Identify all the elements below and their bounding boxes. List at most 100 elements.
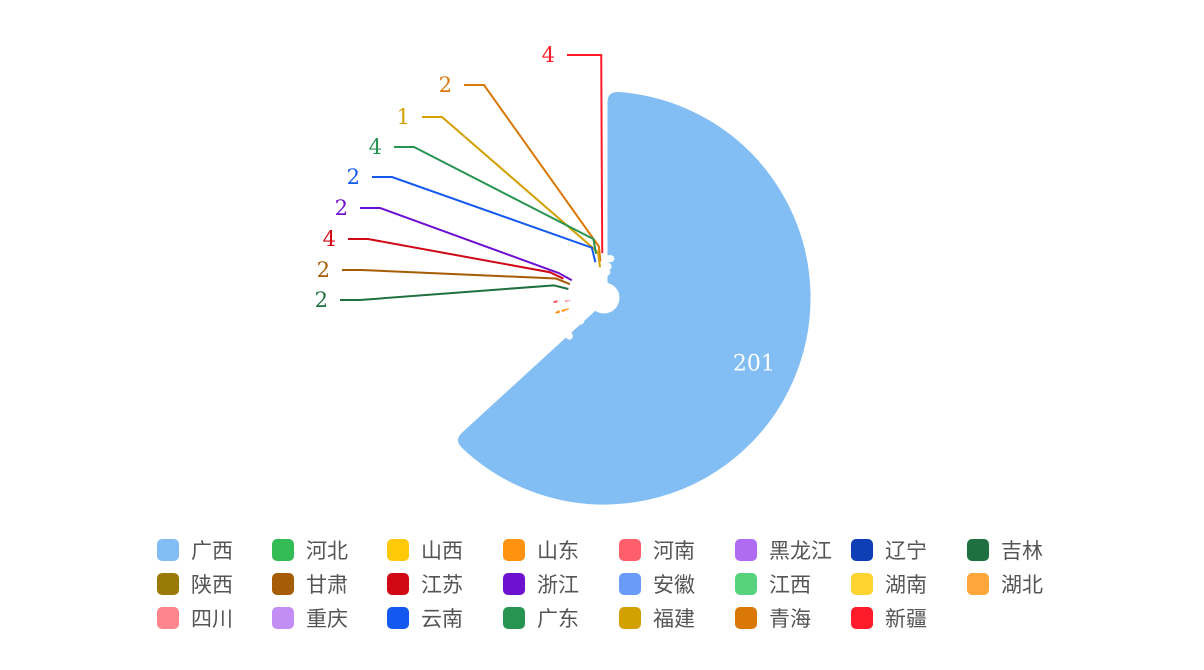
data-label-安徽: 6 bbox=[575, 272, 588, 296]
leader-line-江苏 bbox=[348, 238, 564, 280]
legend-swatch bbox=[619, 539, 641, 561]
legend-item-山东[interactable]: 山东 bbox=[503, 538, 579, 563]
legend-label: 辽宁 bbox=[885, 539, 927, 563]
legend-swatch bbox=[503, 573, 525, 595]
legend-item-安徽[interactable]: 安徽 bbox=[619, 572, 695, 597]
legend-item-陕西[interactable]: 陕西 bbox=[157, 572, 233, 597]
data-label-江西: 6 bbox=[577, 269, 590, 293]
legend-swatch bbox=[619, 573, 641, 595]
legend-swatch bbox=[272, 573, 294, 595]
data-label-甘肃: 2 bbox=[317, 258, 330, 282]
legend-swatch bbox=[735, 573, 757, 595]
data-label-浙江: 2 bbox=[335, 196, 348, 220]
legend-label: 青海 bbox=[769, 607, 811, 631]
legend-item-吉林[interactable]: 吉林 bbox=[967, 538, 1043, 563]
legend-item-湖南[interactable]: 湖南 bbox=[851, 572, 927, 597]
data-label-湖南: 8 bbox=[576, 263, 589, 287]
legend-swatch bbox=[967, 539, 989, 561]
legend-swatch bbox=[387, 573, 409, 595]
data-label-黑龙江: 5 bbox=[574, 284, 587, 308]
legend-label: 福建 bbox=[653, 607, 695, 631]
leader-line-新疆 bbox=[567, 54, 604, 254]
legend-swatch bbox=[272, 539, 294, 561]
slices bbox=[450, 85, 818, 512]
legend-label: 甘肃 bbox=[306, 573, 348, 597]
legend-swatch bbox=[387, 607, 409, 629]
legend-swatch bbox=[619, 607, 641, 629]
legend-label: 河北 bbox=[306, 539, 348, 563]
legend-label: 云南 bbox=[421, 607, 463, 631]
legend-label: 湖北 bbox=[1001, 573, 1043, 597]
data-label-辽宁: 5 bbox=[574, 282, 587, 306]
legend-swatch bbox=[272, 607, 294, 629]
legend-item-辽宁[interactable]: 辽宁 bbox=[851, 538, 927, 563]
legend-item-浙江[interactable]: 浙江 bbox=[503, 572, 579, 597]
legend-label: 湖南 bbox=[885, 573, 927, 597]
legend-swatch bbox=[503, 539, 525, 561]
legend-item-山西[interactable]: 山西 bbox=[387, 538, 463, 563]
legend-label: 山西 bbox=[421, 539, 463, 563]
legend-swatch bbox=[735, 539, 757, 561]
legend-label: 浙江 bbox=[537, 573, 579, 597]
data-label-湖北: 6 bbox=[583, 264, 596, 288]
legend-item-福建[interactable]: 福建 bbox=[619, 606, 695, 631]
legend-item-河南[interactable]: 河南 bbox=[619, 538, 695, 563]
legend-swatch bbox=[157, 539, 179, 561]
legend-label: 四川 bbox=[191, 607, 233, 631]
data-label-新疆: 4 bbox=[542, 43, 555, 67]
legend-swatch bbox=[851, 573, 873, 595]
legend-label: 江苏 bbox=[421, 573, 463, 597]
legend-swatch bbox=[967, 573, 989, 595]
data-label-广西: 201 bbox=[733, 352, 775, 377]
legend-label: 吉林 bbox=[1001, 539, 1043, 563]
legend-item-青海[interactable]: 青海 bbox=[735, 606, 811, 631]
legend-swatch bbox=[851, 607, 873, 629]
legend-label: 广东 bbox=[537, 607, 579, 631]
leader-line-甘肃 bbox=[342, 269, 571, 286]
legend-item-重庆[interactable]: 重庆 bbox=[272, 606, 348, 631]
data-label-江苏: 4 bbox=[323, 227, 336, 251]
legend-swatch bbox=[387, 539, 409, 561]
leader-line-青海 bbox=[464, 84, 602, 262]
legend-item-云南[interactable]: 云南 bbox=[387, 606, 463, 631]
leader-line-广东 bbox=[394, 146, 598, 254]
data-label-山西: 9 bbox=[567, 302, 580, 326]
legend-item-新疆[interactable]: 新疆 bbox=[851, 606, 927, 631]
legend-swatch bbox=[851, 539, 873, 561]
legend-item-江苏[interactable]: 江苏 bbox=[387, 572, 463, 597]
data-label-吉林: 2 bbox=[315, 288, 328, 312]
legend-label: 山东 bbox=[537, 539, 579, 563]
legend-label: 新疆 bbox=[885, 607, 927, 631]
leader-line-吉林 bbox=[340, 284, 569, 301]
data-label-云南: 2 bbox=[347, 165, 360, 189]
legend-label: 重庆 bbox=[306, 607, 348, 631]
legend-label: 河南 bbox=[653, 539, 695, 563]
legend-item-河北[interactable]: 河北 bbox=[272, 538, 348, 563]
legend-item-黑龙江[interactable]: 黑龙江 bbox=[735, 538, 832, 563]
legend-swatch bbox=[503, 607, 525, 629]
leader-line-云南 bbox=[372, 176, 597, 263]
data-label-广东: 4 bbox=[369, 135, 382, 159]
data-label-河北: 8 bbox=[572, 305, 585, 329]
legend-swatch bbox=[157, 607, 179, 629]
data-label-河南: 11 bbox=[552, 289, 579, 313]
legend-label: 安徽 bbox=[653, 573, 695, 597]
legend-item-广西[interactable]: 广西 bbox=[157, 538, 233, 563]
legend-label: 黑龙江 bbox=[769, 539, 832, 563]
leader-line-福建 bbox=[422, 116, 602, 268]
legend-swatch bbox=[157, 573, 179, 595]
legend-item-广东[interactable]: 广东 bbox=[503, 606, 579, 631]
data-label-四川: 9 bbox=[583, 255, 596, 279]
leader-line-浙江 bbox=[360, 207, 573, 282]
legend-item-江西[interactable]: 江西 bbox=[735, 572, 811, 597]
legend-label: 广西 bbox=[191, 539, 233, 563]
legend-label: 江西 bbox=[769, 573, 811, 597]
data-label-福建: 1 bbox=[397, 105, 410, 129]
legend-item-四川[interactable]: 四川 bbox=[157, 606, 233, 631]
legend-item-甘肃[interactable]: 甘肃 bbox=[272, 572, 348, 597]
data-label-青海: 2 bbox=[439, 73, 452, 97]
legend-item-湖北[interactable]: 湖北 bbox=[967, 572, 1043, 597]
slice-广西[interactable] bbox=[450, 85, 818, 512]
data-label-重庆: 5 bbox=[590, 264, 603, 288]
